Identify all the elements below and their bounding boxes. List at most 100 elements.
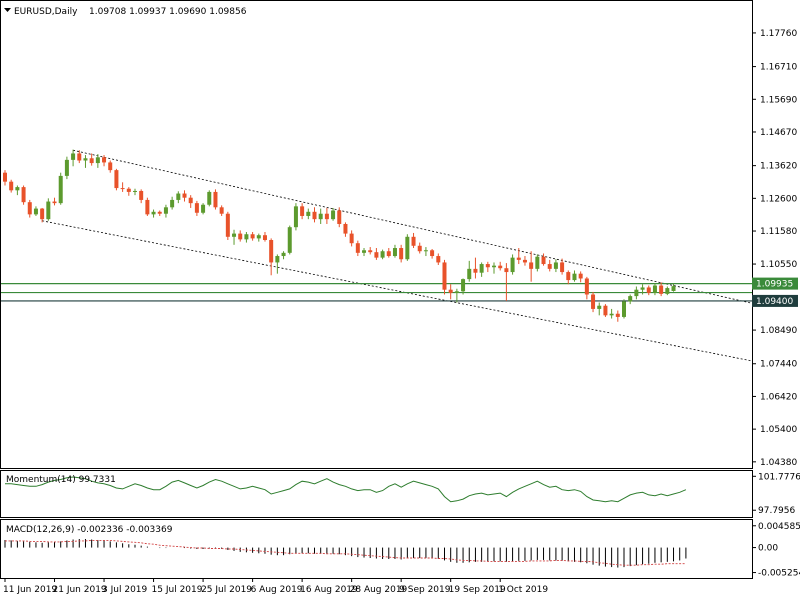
candle-body xyxy=(343,223,348,234)
candle-body xyxy=(281,252,286,257)
candle-body xyxy=(659,285,664,294)
candle-body xyxy=(269,240,274,263)
price-level-badge xyxy=(752,277,798,290)
date-tick-label: 3 Jul 2019 xyxy=(102,585,147,595)
candle-body xyxy=(15,187,20,191)
candle-body xyxy=(300,206,305,216)
candle-body xyxy=(275,256,280,263)
candle-body xyxy=(436,256,441,263)
price-axis-ticks: 1.17760 1.16710 1.15690 1.14670 1.13620 1.126… xyxy=(752,29,797,468)
candle-body xyxy=(405,236,410,260)
date-tick-label: 11 Jun 2019 xyxy=(3,585,57,595)
candle-body xyxy=(423,250,428,252)
momentum-tick-label: 97.7956 xyxy=(758,506,795,516)
symbol-dropdown-icon[interactable] xyxy=(4,8,11,12)
candle-body xyxy=(498,265,503,269)
candle-body xyxy=(622,301,626,317)
macd-tick-label: 0.00 xyxy=(758,544,778,554)
candle-body xyxy=(71,153,76,160)
candle-body xyxy=(306,211,311,216)
candle-body xyxy=(324,213,329,220)
candle-body xyxy=(151,211,156,215)
candle-body xyxy=(504,268,509,273)
momentum-line-group xyxy=(5,476,687,503)
candle-body xyxy=(293,206,298,228)
candle-body xyxy=(188,197,193,204)
candle-body xyxy=(163,207,168,214)
candle-body xyxy=(262,235,267,241)
candle-body xyxy=(287,227,292,253)
macd-histogram-group xyxy=(4,539,687,568)
candle-body xyxy=(634,289,639,297)
candle-body xyxy=(591,294,596,309)
candle-body xyxy=(535,256,540,269)
candle-body xyxy=(362,250,367,253)
candle-body xyxy=(108,162,113,171)
candle-body xyxy=(170,199,175,208)
candle-body xyxy=(176,193,181,200)
date-tick-label: 6 Aug 2019 xyxy=(251,585,303,595)
candle-body xyxy=(194,203,199,213)
candle-body xyxy=(219,207,224,214)
date-tick-label: 16 Aug 2019 xyxy=(300,585,358,595)
date-tick-label: 15 Jul 2019 xyxy=(152,585,203,595)
candle-body xyxy=(126,188,131,192)
candle-body xyxy=(430,250,435,257)
candle-body xyxy=(417,245,422,252)
macd-tick-label: -0.005254 xyxy=(758,569,800,579)
macd-signal-line xyxy=(5,539,686,566)
chart-symbol-title: EURUSD,Daily xyxy=(14,7,78,17)
price-tick-label: 1.13620 xyxy=(760,162,797,172)
candle-body xyxy=(139,190,144,200)
candle-body xyxy=(182,193,187,198)
candle-body xyxy=(522,259,527,263)
candle-body xyxy=(461,279,466,292)
candle-body xyxy=(485,264,490,268)
candle-body xyxy=(201,204,206,213)
price-tick-label: 1.16710 xyxy=(760,63,797,73)
candle-body xyxy=(232,233,237,237)
candle-body xyxy=(454,291,459,293)
candle-body xyxy=(578,273,583,279)
candle-body xyxy=(132,190,137,192)
candle-body xyxy=(448,289,453,293)
date-tick-label: 19 Sep 2019 xyxy=(449,585,506,595)
candle-body xyxy=(250,234,255,239)
candle-body xyxy=(3,172,7,182)
candle-body xyxy=(492,265,497,268)
momentum-panel-frame xyxy=(0,470,753,518)
channel-line xyxy=(42,220,753,362)
horizontal-levels xyxy=(1,283,752,302)
candle-body xyxy=(213,191,218,208)
candle-body xyxy=(256,235,261,239)
candles-group xyxy=(3,149,676,322)
candle-body xyxy=(331,210,336,220)
candle-body xyxy=(628,296,633,302)
candle-body xyxy=(46,201,51,220)
candle-body xyxy=(547,264,552,269)
candle-body xyxy=(157,211,162,214)
candle-body xyxy=(609,313,614,316)
price-tick-label: 1.10550 xyxy=(760,260,797,270)
candle-body xyxy=(77,153,82,161)
candle-body xyxy=(467,268,472,280)
candle-body xyxy=(572,273,577,281)
candle-body xyxy=(58,175,63,204)
candle-body xyxy=(40,208,45,220)
candle-body xyxy=(386,251,391,257)
price-tick-label: 1.06420 xyxy=(760,392,797,402)
date-tick-label: 1 Oct 2019 xyxy=(498,585,548,595)
price-tick-label: 1.11580 xyxy=(760,227,797,237)
date-tick-label: 25 Jul 2019 xyxy=(201,585,252,595)
momentum-title: Momentum(14) 99.7331 xyxy=(6,475,116,485)
candle-body xyxy=(646,287,651,293)
candle-body xyxy=(479,264,484,273)
candle-body xyxy=(584,278,589,295)
candle-body xyxy=(640,287,645,290)
candle-body xyxy=(21,187,26,203)
candle-body xyxy=(145,199,150,215)
price-tick-label: 1.15690 xyxy=(760,95,797,105)
candle-body xyxy=(89,158,94,164)
